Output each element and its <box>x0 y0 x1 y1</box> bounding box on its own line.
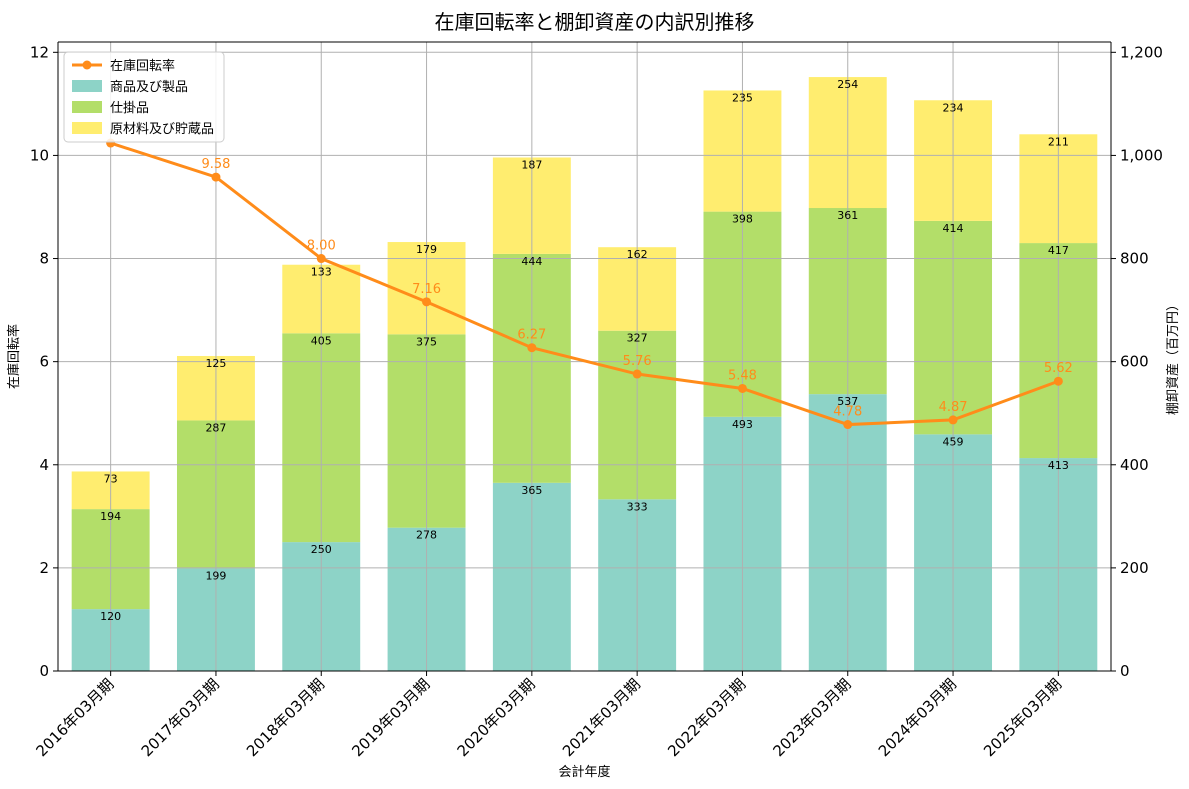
bar-value-label: 179 <box>416 243 437 256</box>
bar-value-label: 413 <box>1048 459 1069 472</box>
x-tick-label: 2018年03月期 <box>243 675 328 760</box>
x-tick-label: 2023年03月期 <box>770 675 855 760</box>
bar-value-label: 327 <box>627 332 648 345</box>
bar-value-label: 417 <box>1048 244 1069 257</box>
right-tick-label: 200 <box>1120 559 1149 577</box>
bar-value-label: 211 <box>1048 135 1069 148</box>
bar-value-label: 333 <box>627 500 648 513</box>
turnover-point <box>843 420 853 430</box>
left-tick-label: 6 <box>39 353 49 371</box>
turnover-value-label: 9.58 <box>201 157 230 172</box>
bar-value-label: 398 <box>732 213 753 226</box>
bar-value-label: 254 <box>837 78 858 91</box>
turnover-value-label: 8.00 <box>307 239 336 254</box>
bar-value-label: 194 <box>100 510 121 523</box>
turnover-point <box>632 369 642 379</box>
x-tick-label: 2025年03月期 <box>980 675 1065 760</box>
bar-value-label: 287 <box>205 421 226 434</box>
turnover-point <box>422 297 432 307</box>
bar-value-label: 125 <box>205 357 226 370</box>
x-tick-label: 2021年03月期 <box>559 675 644 760</box>
bar-value-label: 365 <box>521 484 542 497</box>
bar-value-label: 199 <box>205 569 226 582</box>
bar-value-label: 250 <box>311 543 332 556</box>
left-tick-label: 10 <box>30 146 49 164</box>
x-tick-label: 2016年03月期 <box>32 675 117 760</box>
turnover-value-label: 5.76 <box>623 354 652 369</box>
legend-box <box>63 51 225 143</box>
bar-value-label: 459 <box>943 435 964 448</box>
bar-value-label: 234 <box>943 101 964 114</box>
x-tick-label: 2022年03月期 <box>664 675 749 760</box>
legend-swatch <box>72 101 102 113</box>
left-tick-label: 8 <box>39 250 49 268</box>
turnover-point <box>1053 376 1063 386</box>
turnover-line <box>110 141 1059 427</box>
right-tick-label: 1,200 <box>1120 43 1163 61</box>
turnover-value-label: 5.48 <box>728 368 757 383</box>
turnover-point <box>211 172 221 182</box>
left-tick-label: 2 <box>39 559 49 577</box>
legend-swatch <box>72 122 102 134</box>
left-tick-label: 0 <box>39 662 49 680</box>
bar-value-label: 444 <box>521 255 542 268</box>
turnover-value-label: 6.27 <box>517 328 546 343</box>
x-tick-label: 2024年03月期 <box>875 675 960 760</box>
chart-title: 在庫回転率と棚卸資産の内訳別推移 <box>434 10 755 34</box>
bar-value-label: 120 <box>100 610 121 623</box>
bar-value-label: 235 <box>732 91 753 104</box>
turnover-value-label: 7.16 <box>412 282 441 297</box>
left-axis-title: 在庫回転率 <box>6 324 22 389</box>
turnover-value-label: 4.78 <box>833 405 862 420</box>
bar-value-label: 405 <box>311 334 332 347</box>
right-tick-label: 1,000 <box>1120 146 1163 164</box>
legend-swatch <box>72 80 102 92</box>
turnover-point <box>948 415 958 425</box>
bar-value-label: 133 <box>311 266 332 279</box>
bar-value-label: 414 <box>943 222 964 235</box>
legend-label: 商品及び製品 <box>110 80 188 95</box>
right-tick-label: 0 <box>1120 662 1130 680</box>
turnover-value-label: 4.87 <box>939 400 968 415</box>
bar-value-label: 278 <box>416 529 437 542</box>
x-tick-label: 2017年03月期 <box>138 675 223 760</box>
bar-value-label: 537 <box>837 395 858 408</box>
bar-value-label: 162 <box>627 248 648 261</box>
legend-label: 仕掛品 <box>110 101 149 116</box>
bar-value-label: 493 <box>732 418 753 431</box>
legend-label: 原材料及び貯蔵品 <box>110 122 214 137</box>
left-tick-label: 4 <box>39 456 49 474</box>
turnover-value-label: 5.62 <box>1044 361 1073 376</box>
right-axis-title: 棚卸資産（百万円） <box>1165 298 1181 415</box>
left-tick-label: 12 <box>30 43 49 61</box>
right-tick-label: 800 <box>1120 250 1149 268</box>
right-tick-label: 600 <box>1120 353 1149 371</box>
right-tick-label: 400 <box>1120 456 1149 474</box>
x-tick-label: 2020年03月期 <box>454 675 539 760</box>
x-tick-label: 2019年03月期 <box>348 675 433 760</box>
bar-value-label: 375 <box>416 335 437 348</box>
x-axis-title: 会計年度 <box>558 764 610 780</box>
bar-value-label: 361 <box>837 209 858 222</box>
bar-value-label: 187 <box>521 158 542 171</box>
turnover-point <box>527 343 537 353</box>
legend-line-marker <box>82 60 92 70</box>
legend-label: 在庫回転率 <box>110 58 175 74</box>
turnover-point <box>737 383 747 393</box>
bar-value-label: 73 <box>104 472 118 485</box>
turnover-point <box>316 254 326 264</box>
